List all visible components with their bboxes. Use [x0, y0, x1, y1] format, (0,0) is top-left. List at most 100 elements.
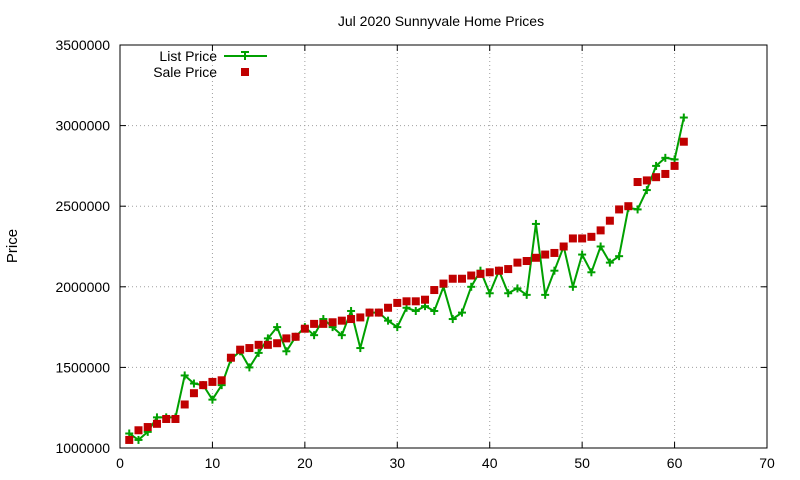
sale-price-point [624, 202, 633, 211]
sale-price-point [568, 234, 577, 243]
legend-label-list-price: List Price [159, 48, 217, 64]
y-axis-label: Price [4, 229, 21, 263]
list-price-point [310, 331, 319, 340]
sale-price-point [162, 414, 171, 423]
list-price-point [652, 161, 661, 170]
list-price-point [522, 290, 531, 299]
legend-sample-sale-price [241, 68, 249, 76]
sale-price-point [633, 178, 642, 187]
list-price-point [615, 252, 624, 261]
y-tick-label: 3500000 [55, 37, 110, 53]
list-price-point [245, 363, 254, 372]
plot-frame [119, 44, 768, 449]
sale-price-point [485, 268, 494, 277]
sale-price-point [448, 274, 457, 283]
list-price-point [633, 205, 642, 214]
list-price-point [208, 395, 217, 404]
y-tick-label: 2000000 [55, 279, 110, 295]
x-tick-label: 20 [297, 455, 313, 471]
sale-price-point [411, 297, 420, 306]
sale-price-point [559, 242, 568, 251]
sale-price-point [217, 376, 226, 385]
list-price-point [596, 242, 605, 251]
list-price-point [448, 315, 457, 324]
sale-price-point [199, 381, 208, 390]
sale-price-point [254, 340, 263, 349]
x-tick-label: 40 [482, 455, 498, 471]
sale-price-point [245, 344, 254, 353]
sale-price-point [365, 308, 374, 317]
sale-price-point [652, 173, 661, 182]
sale-price-point [430, 286, 439, 295]
sale-price-point [263, 340, 272, 349]
list-price-point [504, 289, 513, 298]
sale-price-point [143, 423, 152, 432]
sale-price-point [310, 319, 319, 328]
sale-price-point [596, 226, 605, 235]
sale-price-point [384, 303, 393, 312]
sale-price-point [125, 435, 134, 444]
x-tick-label: 60 [667, 455, 683, 471]
sale-price-point [642, 176, 651, 185]
sale-price-point [300, 324, 309, 333]
list-price-point [282, 347, 291, 356]
sale-price-point [374, 308, 383, 317]
list-price-point [550, 266, 559, 275]
x-tick-label: 50 [574, 455, 590, 471]
series-sale-price [125, 137, 688, 444]
series-list-price [125, 113, 688, 444]
sale-price-point [421, 295, 430, 304]
sale-price-point [152, 419, 161, 428]
sale-price-point [587, 232, 596, 241]
sale-price-point [661, 169, 670, 178]
sale-price-point [522, 257, 531, 266]
y-tick-label: 1000000 [55, 440, 110, 456]
sale-price-point [282, 334, 291, 343]
sale-price-point [578, 234, 587, 243]
list-price-point [605, 258, 614, 267]
sale-price-point [356, 313, 365, 322]
sale-price-point [550, 248, 559, 257]
list-price-point [587, 268, 596, 277]
legend-label-sale-price: Sale Price [153, 64, 217, 80]
x-tick-label: 0 [116, 455, 124, 471]
sale-price-point [337, 316, 346, 325]
sale-price-point [494, 266, 503, 275]
sale-price-point [402, 297, 411, 306]
list-price-point [578, 250, 587, 259]
sale-price-point [679, 137, 688, 146]
sale-price-point [208, 377, 217, 386]
sale-price-point [347, 315, 356, 324]
list-price-point [661, 153, 670, 162]
list-price-point [642, 186, 651, 195]
sale-price-point [605, 216, 614, 225]
list-price-point [485, 289, 494, 298]
sale-price-point [513, 258, 522, 267]
list-price-point [679, 113, 688, 122]
sale-price-point [531, 253, 540, 262]
sale-price-point [476, 269, 485, 278]
x-tick-label: 10 [205, 455, 221, 471]
sale-price-point [467, 271, 476, 280]
list-price-point [568, 282, 577, 291]
sale-price-point [291, 332, 300, 341]
list-price-point [337, 331, 346, 340]
sale-price-point [393, 298, 402, 307]
list-price-point [180, 371, 189, 380]
y-tick-label: 3000000 [55, 118, 110, 134]
sale-price-point [236, 345, 245, 354]
sale-price-point [319, 319, 328, 328]
list-price-point [254, 348, 263, 357]
sale-price-point [180, 400, 189, 409]
y-tick-label: 1500000 [55, 359, 110, 375]
list-price-point [531, 219, 540, 228]
list-price-point [541, 290, 550, 299]
axis-ticks: 0 10 20 30 40 50 60 70 1000000 1500000 2000000 2500… [55, 37, 775, 471]
list-price-point [356, 344, 365, 353]
sale-price-point [439, 279, 448, 288]
sale-price-point [189, 389, 198, 398]
y-tick-label: 2500000 [55, 198, 110, 214]
x-tick-label: 30 [389, 455, 405, 471]
list-price-point [189, 379, 198, 388]
list-price-point [393, 323, 402, 332]
